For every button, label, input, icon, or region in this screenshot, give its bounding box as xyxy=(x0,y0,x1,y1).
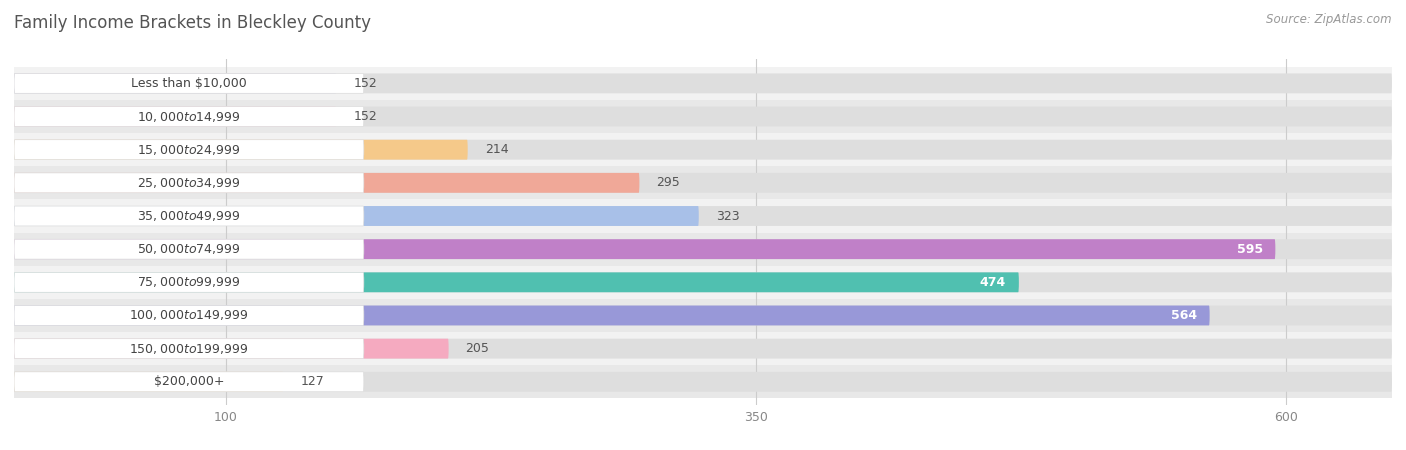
FancyBboxPatch shape xyxy=(14,140,1392,160)
FancyBboxPatch shape xyxy=(14,239,1392,259)
Bar xyxy=(14,67,1392,100)
Bar xyxy=(14,233,1392,266)
Text: $100,000 to $149,999: $100,000 to $149,999 xyxy=(129,308,249,323)
Bar xyxy=(14,365,1392,398)
Bar xyxy=(14,332,1392,365)
FancyBboxPatch shape xyxy=(14,306,364,325)
FancyBboxPatch shape xyxy=(14,73,336,93)
FancyBboxPatch shape xyxy=(14,239,1275,259)
Text: 595: 595 xyxy=(1236,243,1263,256)
FancyBboxPatch shape xyxy=(14,107,1392,126)
FancyBboxPatch shape xyxy=(14,339,1392,359)
Text: $25,000 to $34,999: $25,000 to $34,999 xyxy=(138,176,240,190)
Bar xyxy=(14,266,1392,299)
FancyBboxPatch shape xyxy=(14,339,449,359)
FancyBboxPatch shape xyxy=(14,272,1019,292)
Text: $50,000 to $74,999: $50,000 to $74,999 xyxy=(138,242,240,256)
Text: $10,000 to $14,999: $10,000 to $14,999 xyxy=(138,109,240,124)
Bar xyxy=(14,100,1392,133)
Text: 214: 214 xyxy=(485,143,509,156)
FancyBboxPatch shape xyxy=(14,140,468,160)
Text: 295: 295 xyxy=(657,176,681,189)
Text: 152: 152 xyxy=(353,77,377,90)
Text: $200,000+: $200,000+ xyxy=(153,375,224,388)
Text: $35,000 to $49,999: $35,000 to $49,999 xyxy=(138,209,240,223)
Text: Less than $10,000: Less than $10,000 xyxy=(131,77,247,90)
Text: $150,000 to $199,999: $150,000 to $199,999 xyxy=(129,342,249,356)
Text: 127: 127 xyxy=(301,375,323,388)
FancyBboxPatch shape xyxy=(14,107,336,126)
FancyBboxPatch shape xyxy=(14,239,364,259)
FancyBboxPatch shape xyxy=(14,339,364,359)
FancyBboxPatch shape xyxy=(14,272,364,292)
Text: $75,000 to $99,999: $75,000 to $99,999 xyxy=(138,275,240,289)
Bar xyxy=(14,133,1392,166)
Text: 474: 474 xyxy=(980,276,1007,289)
FancyBboxPatch shape xyxy=(14,107,364,126)
Text: 152: 152 xyxy=(353,110,377,123)
FancyBboxPatch shape xyxy=(14,73,364,93)
FancyBboxPatch shape xyxy=(14,206,364,226)
FancyBboxPatch shape xyxy=(14,73,1392,93)
Text: 205: 205 xyxy=(465,342,489,355)
Bar xyxy=(14,166,1392,199)
FancyBboxPatch shape xyxy=(14,173,364,193)
Bar xyxy=(14,299,1392,332)
Text: Family Income Brackets in Bleckley County: Family Income Brackets in Bleckley Count… xyxy=(14,14,371,32)
FancyBboxPatch shape xyxy=(14,173,1392,193)
FancyBboxPatch shape xyxy=(14,372,1392,392)
Text: $15,000 to $24,999: $15,000 to $24,999 xyxy=(138,143,240,157)
FancyBboxPatch shape xyxy=(14,206,1392,226)
FancyBboxPatch shape xyxy=(14,173,640,193)
FancyBboxPatch shape xyxy=(14,206,699,226)
Text: 323: 323 xyxy=(716,210,740,222)
FancyBboxPatch shape xyxy=(14,372,364,392)
FancyBboxPatch shape xyxy=(14,306,1392,325)
FancyBboxPatch shape xyxy=(14,372,283,392)
FancyBboxPatch shape xyxy=(14,272,1392,292)
Text: Source: ZipAtlas.com: Source: ZipAtlas.com xyxy=(1267,14,1392,27)
FancyBboxPatch shape xyxy=(14,140,364,160)
Bar xyxy=(14,199,1392,233)
FancyBboxPatch shape xyxy=(14,306,1209,325)
Text: 564: 564 xyxy=(1171,309,1197,322)
